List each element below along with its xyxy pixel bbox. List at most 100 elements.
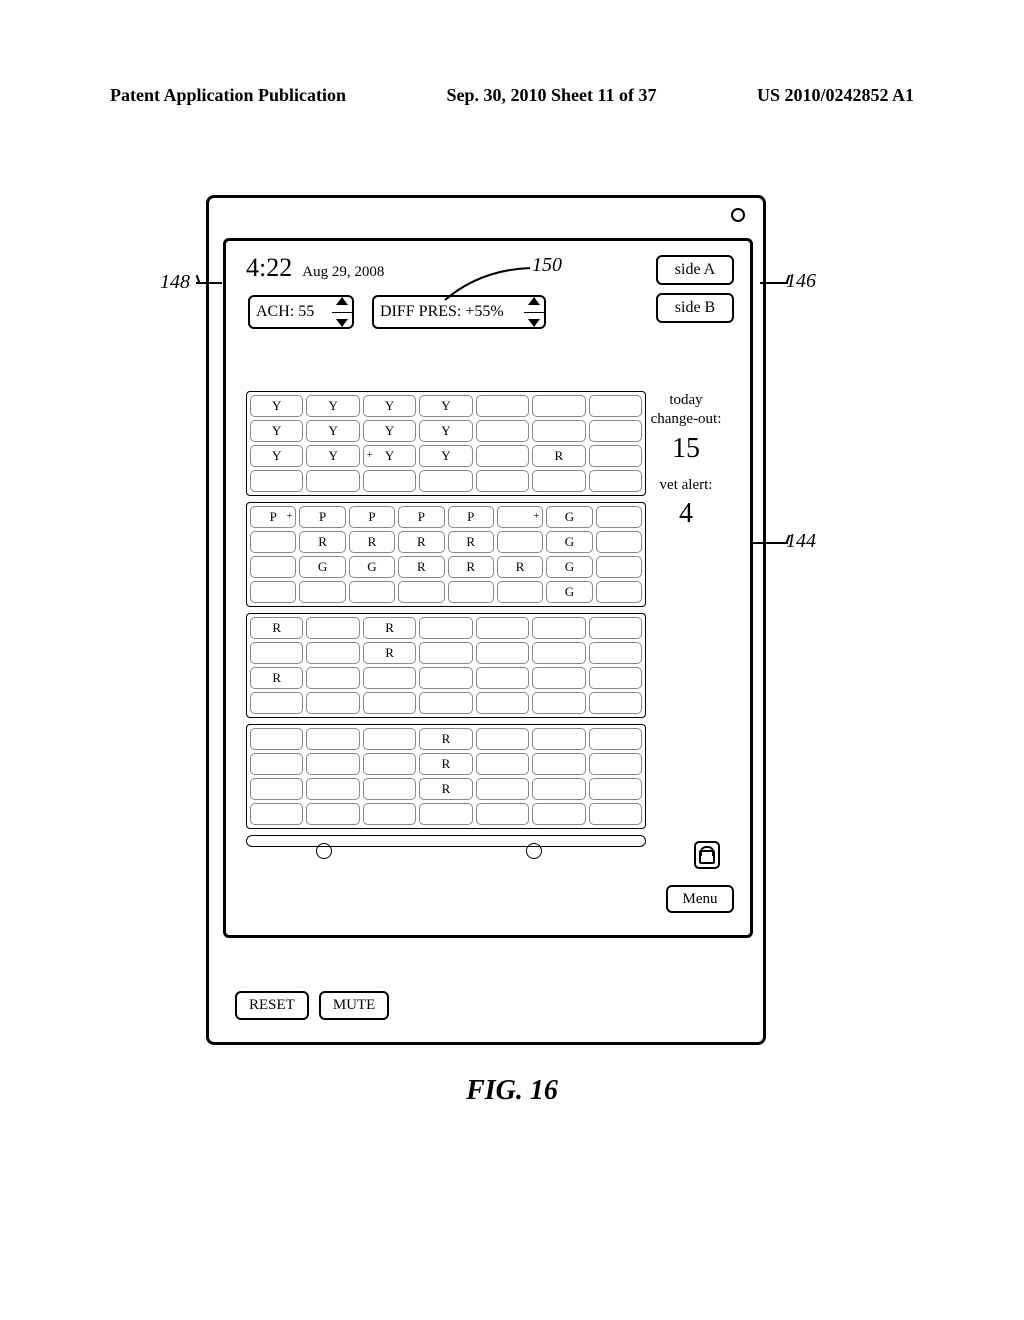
cage-cell[interactable] [476,753,529,775]
cage-cell[interactable]: Y+ [363,445,416,467]
cage-cell[interactable] [589,445,642,467]
cage-cell[interactable] [419,470,472,492]
cage-cell[interactable] [476,778,529,800]
cage-cell[interactable] [532,617,585,639]
cage-cell[interactable] [306,667,359,689]
cage-cell[interactable] [476,420,529,442]
cage-cell[interactable]: R [363,642,416,664]
cage-cell[interactable]: G [349,556,395,578]
cage-cell[interactable] [476,617,529,639]
cage-cell[interactable] [419,617,472,639]
cage-cell[interactable] [476,728,529,750]
cage-cell[interactable]: P+ [250,506,296,528]
cage-cell[interactable] [306,470,359,492]
cage-cell[interactable] [532,803,585,825]
cage-cell[interactable] [476,642,529,664]
cage-cell[interactable]: R [532,445,585,467]
cage-cell[interactable] [398,581,444,603]
cage-cell[interactable]: R [448,556,494,578]
cage-cell[interactable] [532,753,585,775]
menu-button[interactable]: Menu [666,885,734,913]
cage-cell[interactable]: Y [419,395,472,417]
cage-cell[interactable] [476,692,529,714]
cage-cell[interactable] [589,667,642,689]
cage-cell[interactable]: G [546,581,592,603]
cage-cell[interactable]: R [448,531,494,553]
cage-cell[interactable] [532,728,585,750]
track-dot[interactable] [526,843,542,859]
cage-cell[interactable] [476,395,529,417]
cage-cell[interactable] [250,778,303,800]
cage-cell[interactable] [419,667,472,689]
cage-cell[interactable]: G [546,506,592,528]
cage-cell[interactable]: Y [250,395,303,417]
cage-cell[interactable] [596,506,642,528]
cage-cell[interactable] [589,470,642,492]
cage-cell[interactable] [363,667,416,689]
cage-cell[interactable] [363,753,416,775]
cage-cell[interactable] [448,581,494,603]
cage-cell[interactable]: Y [363,420,416,442]
cage-cell[interactable] [419,642,472,664]
cage-cell[interactable]: P [299,506,345,528]
cage-cell[interactable] [589,642,642,664]
cage-cell[interactable] [363,803,416,825]
cage-cell[interactable] [419,803,472,825]
diff-stepper[interactable] [522,295,546,329]
cage-cell[interactable] [476,667,529,689]
cage-cell[interactable]: Y [419,445,472,467]
cage-cell[interactable]: P [448,506,494,528]
cage-cell[interactable] [250,692,303,714]
cage-cell[interactable] [363,728,416,750]
cage-cell[interactable] [306,803,359,825]
cage-cell[interactable] [476,470,529,492]
cage-cell[interactable] [250,728,303,750]
cage-cell[interactable] [589,420,642,442]
cage-cell[interactable]: R [349,531,395,553]
cage-cell[interactable] [532,420,585,442]
cage-cell[interactable] [250,753,303,775]
cage-cell[interactable] [250,642,303,664]
cage-cell[interactable]: R [299,531,345,553]
cage-cell[interactable] [363,778,416,800]
cage-cell[interactable] [363,470,416,492]
diff-down-icon[interactable] [528,319,540,327]
track-dot[interactable] [316,843,332,859]
cage-cell[interactable] [596,556,642,578]
cage-cell[interactable]: Y [306,420,359,442]
cage-cell[interactable] [306,642,359,664]
cage-cell[interactable] [299,581,345,603]
cage-cell[interactable] [497,581,543,603]
cage-cell[interactable]: R [419,778,472,800]
cage-cell[interactable] [589,692,642,714]
cage-cell[interactable]: P [398,506,444,528]
cage-cell[interactable] [532,642,585,664]
cage-cell[interactable]: R [398,531,444,553]
cage-cell[interactable] [532,667,585,689]
cage-cell[interactable]: Y [419,420,472,442]
scroll-track[interactable] [246,835,646,847]
cage-cell[interactable]: Y [363,395,416,417]
cage-cell[interactable] [589,617,642,639]
cage-cell[interactable]: P [349,506,395,528]
cage-cell[interactable]: Y [306,395,359,417]
cage-cell[interactable] [250,581,296,603]
cage-cell[interactable] [419,692,472,714]
lock-icon[interactable] [694,841,720,869]
cage-cell[interactable] [589,803,642,825]
side-a-button[interactable]: side A [656,255,734,285]
cage-cell[interactable]: + [497,506,543,528]
cage-cell[interactable] [306,778,359,800]
cage-cell[interactable] [476,803,529,825]
cage-cell[interactable]: G [546,531,592,553]
ach-up-icon[interactable] [336,297,348,305]
side-b-button[interactable]: side B [656,293,734,323]
cage-cell[interactable]: R [363,617,416,639]
cage-cell[interactable] [532,778,585,800]
cage-cell[interactable] [596,531,642,553]
cage-cell[interactable] [589,395,642,417]
diff-up-icon[interactable] [528,297,540,305]
cage-cell[interactable]: G [546,556,592,578]
cage-cell[interactable]: G [299,556,345,578]
cage-cell[interactable]: R [419,753,472,775]
